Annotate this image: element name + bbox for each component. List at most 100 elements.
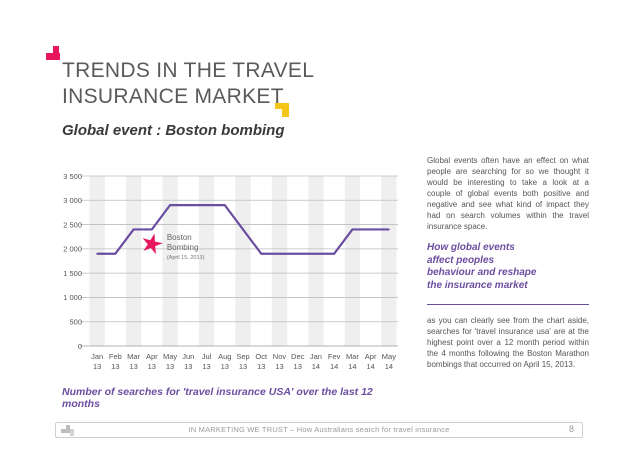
- sidebar-body: as you can clearly see from the chart as…: [427, 316, 589, 369]
- chart-data-point: [114, 252, 117, 255]
- chart-y-tick-label: 1 500: [63, 269, 82, 278]
- brand-square-yellow-tail: [282, 109, 289, 117]
- brand-square-yellow-bar: [275, 103, 289, 109]
- brand-corner-accent-yellow: [275, 103, 289, 117]
- chart-x-tick-label: 13: [148, 362, 156, 371]
- chart-band: [125, 176, 142, 346]
- chart-x-tick-label: 13: [93, 362, 101, 371]
- chart-x-tick-label: Sep: [236, 352, 249, 361]
- chart-y-tick-label: 3 000: [63, 196, 82, 205]
- chart-data-point: [387, 228, 390, 231]
- footer-logo-square-left: [61, 429, 70, 433]
- chart-data-point: [150, 228, 153, 231]
- highlight-line: behaviour and reshape: [427, 267, 537, 278]
- chart-data-point: [369, 228, 372, 231]
- chart-data-point: [132, 228, 135, 231]
- footer-logo-square-top: [66, 425, 70, 429]
- chart-data-point: [296, 252, 299, 255]
- chart-x-tick-label: May: [382, 352, 396, 361]
- highlight-line: affect peoples: [427, 254, 495, 266]
- annotation-label: Boston: [167, 233, 192, 242]
- page-subtitle: Global event : Boston bombing: [62, 122, 285, 139]
- chart-y-axis: 0 500 1 000 1 500 2 000 2 500 3 000 3 500: [63, 172, 82, 351]
- chart-data-point: [242, 228, 244, 231]
- brand-square-pink-upper: [53, 46, 59, 53]
- page-footer: IN MARKETING WE TRUST – How Australians …: [55, 422, 583, 438]
- footer-logo-icon: [61, 425, 74, 436]
- chart-bands: [89, 176, 397, 346]
- chart-x-tick-label: Nov: [273, 352, 287, 361]
- chart-x-tick-label: Mar: [346, 352, 359, 361]
- chart-x-tick-label: 14: [330, 362, 338, 371]
- chart-x-tick-label: 13: [166, 362, 174, 371]
- chart-x-tick-label: 14: [348, 362, 356, 371]
- chart-x-tick-label: Jun: [182, 352, 194, 361]
- highlight-line: How global events: [427, 242, 515, 253]
- brand-square-pink-lower: [46, 53, 60, 60]
- chart-x-tick-label: 13: [257, 362, 265, 371]
- chart-x-tick-label: 13: [129, 362, 137, 371]
- chart-band: [344, 176, 361, 346]
- sidebar-intro: Global events often have an effect on wh…: [427, 156, 589, 231]
- chart-x-tick-label: Jan: [91, 352, 103, 361]
- chart-x-tick-label: Apr: [146, 352, 158, 361]
- chart-x-axis: Jan13Feb13Mar13Apr13May13Jun13Jul13Aug13…: [91, 352, 396, 371]
- chart-x-tick-label: 13: [294, 362, 302, 371]
- chart-data-point: [187, 204, 190, 207]
- chart-data-point: [169, 204, 171, 207]
- chart-x-tick-label: Jan: [310, 352, 322, 361]
- chart-x-tick-label: Aug: [218, 352, 231, 361]
- chart-y-tick-label: 1 000: [63, 293, 82, 302]
- chart-data-point: [333, 252, 336, 255]
- annotation-label: Bombing: [167, 243, 199, 252]
- chart-band: [235, 176, 251, 346]
- page-title: TRENDS IN THE TRAVEL INSURANCE MARKET: [62, 59, 314, 108]
- boston-bombing-star-icon: [142, 233, 163, 255]
- chart-x-tick-label: 13: [202, 362, 210, 371]
- chart-gridlines: [80, 175, 398, 347]
- page-number: 8: [568, 424, 574, 434]
- chart-x-tick-label: Feb: [109, 352, 122, 361]
- chart-y-tick-label: 500: [69, 318, 82, 327]
- chart-band: [198, 176, 215, 346]
- sidebar-highlight: How global events affect peoples behavio…: [427, 242, 589, 292]
- chart-x-tick-label: Oct: [255, 352, 268, 361]
- chart-band: [381, 176, 397, 346]
- chart-x-tick-label: Dec: [291, 352, 305, 361]
- chart-x-tick-label: Mar: [127, 352, 140, 361]
- chart-x-tick-label: Jul: [202, 352, 212, 361]
- chart-caption: Number of searches for 'travel insurance…: [62, 386, 373, 410]
- chart-y-tick-label: 0: [78, 342, 82, 351]
- chart-data-point: [278, 252, 281, 255]
- chart-y-tick-label: 2 500: [63, 220, 82, 229]
- chart-data-point: [205, 204, 208, 207]
- chart-x-tick-label: 14: [366, 362, 374, 371]
- chart-x-tick-label: 13: [221, 362, 229, 371]
- chart-x-tick-label: 13: [239, 362, 247, 371]
- chart-data-point: [351, 228, 354, 231]
- chart-x-tick-label: 13: [111, 362, 119, 371]
- chart-x-tick-label: 13: [275, 362, 283, 371]
- chart-band: [308, 176, 324, 346]
- chart-band: [162, 176, 178, 346]
- chart-y-tick-label: 2 000: [63, 245, 82, 254]
- brand-corner-accent-top: [46, 46, 60, 60]
- chart-data-point: [315, 252, 317, 255]
- chart-x-tick-label: 14: [312, 362, 320, 371]
- annotation-date: (April 15, 2013): [167, 255, 205, 261]
- footer-text: IN MARKETING WE TRUST – How Australians …: [188, 425, 450, 434]
- highlight-line: the insurance market: [427, 279, 528, 291]
- sidebar-commentary: Global events often have an effect on wh…: [427, 155, 589, 370]
- chart-series: [96, 204, 390, 255]
- chart-x-tick-label: 14: [385, 362, 393, 371]
- chart-x-tick-label: May: [163, 352, 177, 361]
- sidebar-divider: [427, 304, 589, 305]
- chart-x-tick-label: Fev: [328, 352, 341, 361]
- chart-x-tick-label: 13: [184, 362, 192, 371]
- chart-band: [271, 176, 288, 346]
- chart-data-point: [96, 252, 99, 255]
- chart-x-tick-label: Apr: [365, 352, 377, 361]
- chart-y-tick-label: 3 500: [63, 172, 82, 181]
